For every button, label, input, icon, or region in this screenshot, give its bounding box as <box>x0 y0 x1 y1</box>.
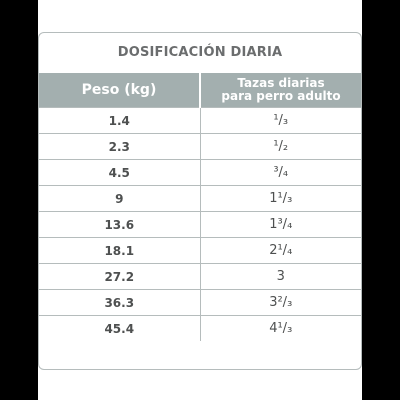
weight-cell: 9 <box>39 185 201 212</box>
cups-cell: ³/₄ <box>200 159 361 186</box>
table-row: 13.6 1³/₄ <box>39 211 361 238</box>
cups-cell: 1³/₄ <box>200 211 361 238</box>
table-title: DOSIFICACIÓN DIARIA <box>117 45 283 60</box>
table-row: 1.4 ¹/₃ <box>39 107 361 134</box>
weight-cell: 45.4 <box>39 315 201 341</box>
weight-cell: 4.5 <box>39 159 201 186</box>
cups-cell: ¹/₂ <box>200 133 361 160</box>
table-row: 36.3 3²/₃ <box>39 289 361 316</box>
table-row: 45.4 4¹/₃ <box>39 315 361 341</box>
cups-cell: ¹/₃ <box>200 107 361 134</box>
header-cups-line1: Tazas diarias <box>237 76 325 90</box>
cups-cell: 4¹/₃ <box>200 315 361 341</box>
table-row: 18.1 2¹/₄ <box>39 237 361 264</box>
weight-cell: 27.2 <box>39 263 201 290</box>
dosage-card: DOSIFICACIÓN DIARIA Peso (kg) Tazas diar… <box>38 32 362 370</box>
weight-cell: 13.6 <box>39 211 201 238</box>
table-row: 2.3 ¹/₂ <box>39 133 361 160</box>
header-cups-line2: para perro adulto <box>221 89 341 103</box>
header-row: Peso (kg) Tazas diarias para perro adult… <box>39 73 361 108</box>
header-weight: Peso (kg) <box>39 73 201 108</box>
table-row: 27.2 3 <box>39 263 361 290</box>
header-cups: Tazas diarias para perro adulto <box>200 73 361 108</box>
weight-cell: 1.4 <box>39 107 201 134</box>
cups-cell: 3 <box>200 263 361 290</box>
dosage-table: Peso (kg) Tazas diarias para perro adult… <box>39 73 361 341</box>
cups-cell: 1¹/₃ <box>200 185 361 212</box>
weight-cell: 2.3 <box>39 133 201 160</box>
table-row: 4.5 ³/₄ <box>39 159 361 186</box>
weight-cell: 36.3 <box>39 289 201 316</box>
table-row: 9 1¹/₃ <box>39 185 361 212</box>
page: DOSIFICACIÓN DIARIA Peso (kg) Tazas diar… <box>38 0 362 400</box>
cups-cell: 2¹/₄ <box>200 237 361 264</box>
cups-cell: 3²/₃ <box>200 289 361 316</box>
weight-cell: 18.1 <box>39 237 201 264</box>
